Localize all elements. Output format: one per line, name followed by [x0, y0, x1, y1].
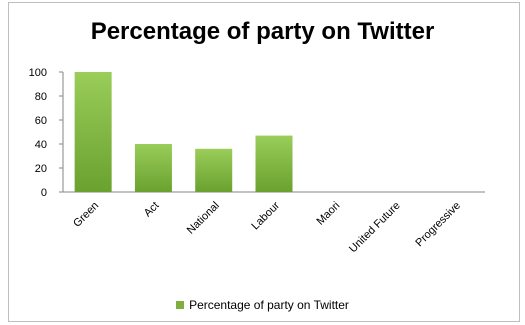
y-tick-label: 20 [35, 163, 47, 175]
x-category-label: Labour [249, 199, 282, 232]
x-category-label: Green [71, 200, 101, 230]
x-category-label: Act [142, 200, 162, 220]
y-tick-label: 40 [35, 139, 47, 151]
y-tick-label: 100 [29, 67, 47, 79]
chart-title: Percentage of party on Twitter [90, 18, 435, 45]
bar-labour [255, 135, 293, 192]
bar-national [195, 148, 233, 192]
x-category-label: Maori [314, 200, 342, 228]
x-category-label: National [185, 200, 222, 237]
x-category-label: Progressive [413, 200, 463, 250]
x-category-label: United Future [347, 200, 403, 256]
legend: Percentage of party on Twitter [0, 298, 525, 312]
legend-label: Percentage of party on Twitter [189, 298, 349, 312]
bar-act [134, 144, 172, 192]
y-tick-label: 0 [41, 187, 47, 199]
y-tick-label: 80 [35, 91, 47, 103]
y-tick-label: 60 [35, 115, 47, 127]
bar-green [74, 72, 112, 192]
legend-swatch [176, 301, 185, 309]
